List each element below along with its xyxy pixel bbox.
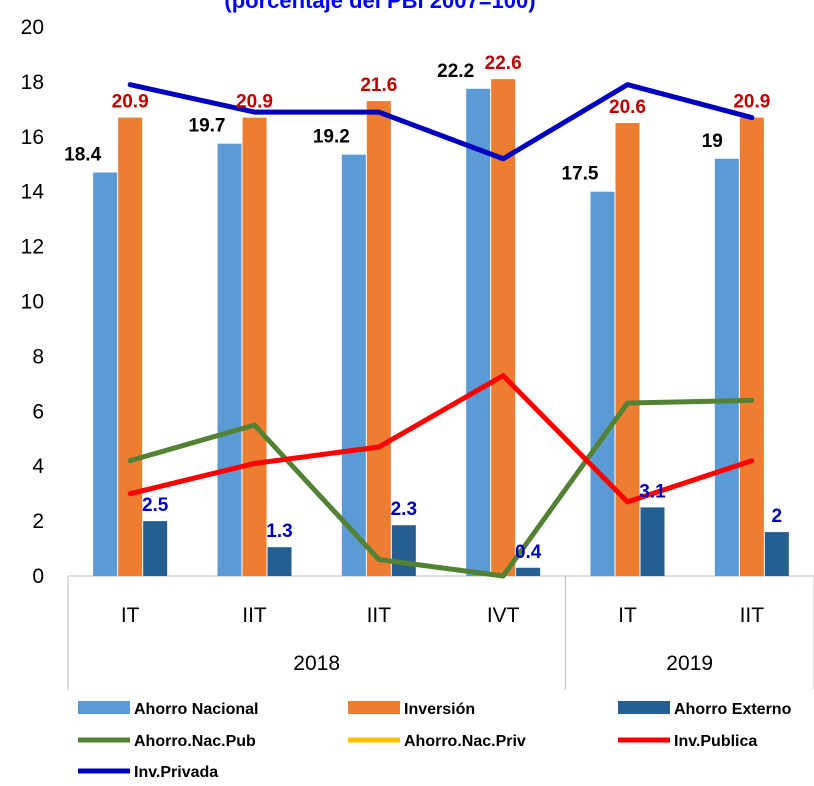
bar	[242, 117, 267, 577]
category-label: IIT	[740, 604, 765, 627]
legend-label: Ahorro.Nac.Pub	[134, 733, 256, 750]
bar	[640, 507, 665, 576]
data-label: 18.4	[64, 144, 101, 165]
y-tick-label: 6	[32, 400, 44, 423]
group-label: 2019	[666, 652, 713, 675]
legend-swatch	[78, 701, 130, 714]
y-tick-label: 14	[21, 181, 45, 204]
y-tick-label: 12	[21, 236, 44, 259]
legend-label: Ahorro.Nac.Priv	[404, 733, 526, 750]
bar	[491, 79, 516, 576]
legend-swatch	[348, 701, 400, 714]
data-label: 20.9	[112, 92, 149, 113]
y-tick-label: 16	[21, 126, 44, 149]
bar	[391, 525, 416, 576]
data-label: 19.7	[189, 116, 226, 137]
data-label: 20.9	[236, 92, 273, 113]
data-label: 19.2	[313, 127, 350, 148]
data-label: 17.5	[562, 164, 599, 185]
data-label: 2	[772, 506, 783, 527]
category-label: IT	[618, 604, 637, 627]
y-tick-label: 10	[21, 291, 44, 314]
bar	[739, 117, 764, 577]
y-tick-label: 2	[32, 510, 44, 533]
category-label: IVT	[487, 604, 520, 627]
bar	[615, 123, 640, 576]
chart-title: (porcentaje del PBI 2007=100)	[224, 0, 535, 13]
legend-swatch	[618, 701, 670, 714]
data-label: 19	[702, 131, 723, 152]
data-label: 0.4	[515, 542, 542, 563]
category-label: IT	[121, 604, 140, 627]
bar	[366, 101, 391, 577]
data-label: 21.6	[360, 75, 397, 96]
bar	[341, 154, 366, 576]
category-label: IIT	[242, 604, 267, 627]
legend-label: Inv.Privada	[134, 764, 218, 781]
data-label: 22.2	[437, 61, 474, 82]
data-label: 22.6	[485, 53, 522, 74]
legend-label: Ahorro Externo	[674, 701, 792, 718]
series-line	[127, 373, 755, 505]
y-tick-label: 8	[32, 345, 44, 368]
y-tick-label: 4	[32, 455, 44, 478]
data-label: 2.5	[142, 495, 169, 516]
data-label: 20.9	[733, 92, 770, 113]
bar	[93, 172, 118, 577]
data-label: 20.6	[609, 97, 646, 118]
legend-label: Inv.Publica	[674, 733, 757, 750]
bar	[217, 143, 242, 576]
bar	[590, 191, 615, 576]
data-label: 3.1	[639, 481, 666, 502]
bar	[516, 567, 541, 576]
data-label: 2.3	[391, 499, 417, 520]
group-label: 2018	[293, 652, 340, 675]
bar	[764, 532, 789, 576]
bar	[118, 117, 143, 577]
bar	[143, 521, 168, 576]
bar	[466, 88, 491, 576]
y-tick-label: 0	[32, 565, 44, 588]
series-line	[127, 397, 755, 579]
series-line	[127, 82, 755, 162]
bar	[714, 158, 739, 576]
y-tick-label: 20	[21, 16, 44, 39]
data-label: 1.3	[266, 521, 292, 542]
legend-label: Ahorro Nacional	[134, 701, 258, 718]
category-label: IIT	[367, 604, 392, 627]
y-tick-label: 18	[21, 71, 44, 94]
legend-label: Inversión	[404, 701, 475, 718]
bar	[267, 547, 292, 576]
